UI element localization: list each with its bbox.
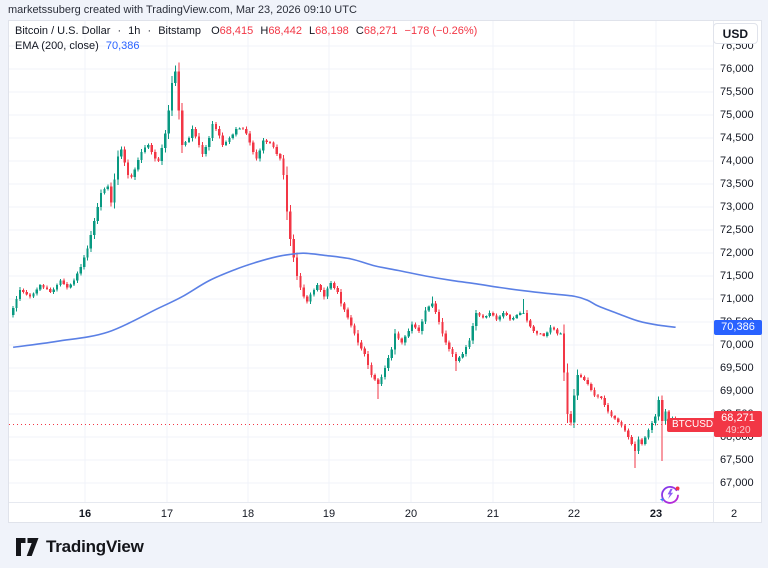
ema-200-line (13, 252, 676, 349)
time-tick-label: 20 (404, 508, 418, 520)
footer: TradingView (16, 537, 144, 557)
open-label: O (211, 25, 220, 37)
price-tick-label: 67,000 (720, 477, 754, 489)
time-axis-separator (9, 502, 761, 503)
time-tick-label: 2 (730, 508, 738, 520)
price-tick-label: 75,000 (720, 109, 754, 121)
time-tick-label: 18 (241, 508, 255, 520)
price-axis-separator (713, 21, 714, 522)
tradingview-logo-text[interactable]: TradingView (46, 537, 144, 556)
price-tick-label: 70,000 (720, 339, 754, 351)
legend-indicator-row[interactable]: EMA (200, close) 70,386 (15, 39, 477, 54)
symbol-title: Bitcoin / U.S. Dollar (15, 25, 111, 37)
price-tick-label: 76,000 (720, 63, 754, 75)
candles (12, 62, 677, 468)
change-value: −178 (−0.26%) (404, 25, 478, 37)
price-tick-label: 74,500 (720, 132, 754, 144)
tradingview-logo-icon[interactable] (16, 537, 39, 557)
separator-dot: · (147, 25, 152, 37)
interval-label: 1h (128, 25, 141, 37)
high-label: H (260, 25, 269, 37)
close-label: C (355, 25, 364, 37)
time-tick-label: 16 (78, 508, 92, 520)
open-value: 68,415 (219, 25, 254, 37)
last-price-value: 68,271 (721, 412, 755, 425)
close-value: 68,271 (363, 25, 398, 37)
legend-symbol-row[interactable]: Bitcoin / U.S. Dollar · 1h · Bitstamp O6… (15, 24, 477, 39)
price-tick-label: 72,000 (720, 247, 754, 259)
bar-countdown: 49:20 (725, 425, 751, 437)
chart-card: 76,500 76,000 75,500 75,000 74,500 74,000 73,5… (8, 20, 762, 523)
separator-dot: · (117, 25, 122, 37)
price-tick-label: 69,000 (720, 385, 754, 397)
time-tick-label: 17 (160, 508, 174, 520)
price-tick-label: 73,500 (720, 178, 754, 190)
time-tick-label: 19 (322, 508, 336, 520)
replay-lightning-icon[interactable] (657, 482, 683, 508)
price-tick-label: 72,500 (720, 224, 754, 236)
indicator-value: 70,386 (105, 40, 140, 52)
low-value: 68,198 (315, 25, 349, 37)
exchange-label: Bitstamp (158, 25, 202, 37)
indicator-name: EMA (200, close) (15, 40, 99, 52)
low-label: L (309, 25, 316, 37)
chart-legend: Bitcoin / U.S. Dollar · 1h · Bitstamp O6… (15, 24, 477, 54)
price-tick-label: 67,500 (720, 454, 754, 466)
candlestick-chart[interactable] (9, 21, 713, 502)
time-tick-label: 21 (486, 508, 500, 520)
price-tick-label: 71,500 (720, 270, 754, 282)
price-tick-label: 69,500 (720, 362, 754, 374)
symbol-price-pill: BTCUSD (667, 417, 719, 432)
last-price-badge: 68,271 49:20 (714, 411, 762, 438)
high-value: 68,442 (268, 25, 302, 37)
currency-toggle-button[interactable]: USD (712, 23, 758, 44)
price-tick-label: 75,500 (720, 86, 754, 98)
ema-value-badge: 70,386 (714, 319, 762, 335)
price-tick-label: 73,000 (720, 201, 754, 213)
time-tick-label: 22 (567, 508, 581, 520)
attribution-text: marketssuberg created with TradingView.c… (8, 4, 357, 16)
time-tick-label: 23 (649, 508, 663, 520)
price-tick-label: 74,000 (720, 155, 754, 167)
price-tick-label: 71,000 (720, 293, 754, 305)
